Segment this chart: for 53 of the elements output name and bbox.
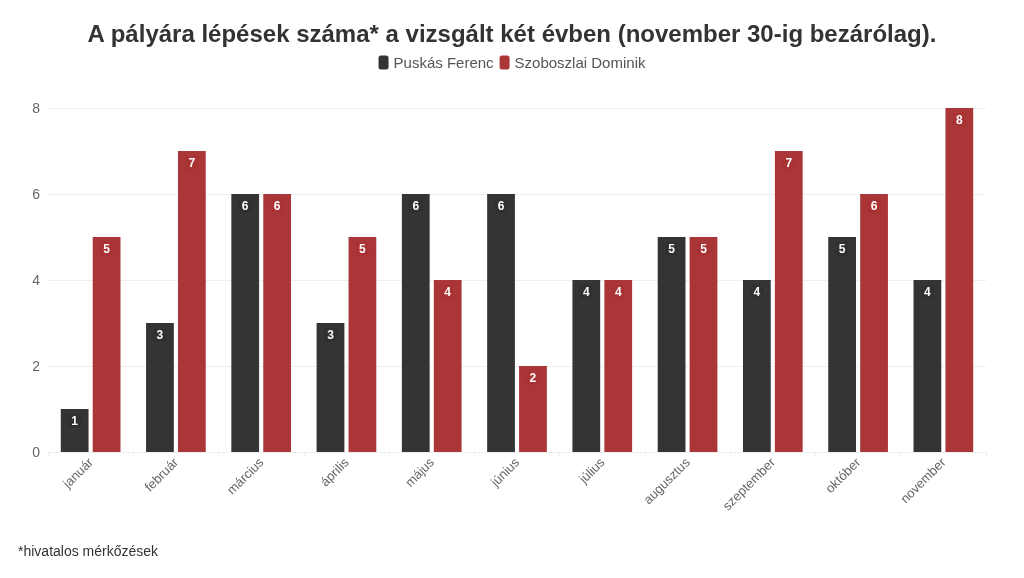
bar [519, 366, 547, 452]
y-tick-label: 2 [32, 358, 41, 374]
bar [60, 409, 89, 452]
data-label: 5 [103, 242, 111, 256]
data-label: 5 [359, 242, 367, 256]
data-label: 1 [71, 414, 79, 428]
data-label: 4 [614, 285, 622, 299]
text: *hivatalos mérkőzések [18, 543, 160, 559]
y-tick-label: 4 [32, 272, 41, 288]
data-label: 4 [753, 285, 761, 299]
y-tick-label: 6 [32, 186, 41, 202]
legend-label: Puskás Ferenc [393, 54, 495, 71]
y-tick-label: 8 [32, 100, 41, 116]
bar [146, 323, 174, 452]
bar [689, 237, 718, 452]
data-label: 7 [785, 156, 793, 170]
bar [742, 280, 771, 452]
bar [92, 237, 121, 452]
legend-label: Szoboszlai Dominik [514, 54, 646, 71]
data-label: 5 [668, 242, 676, 256]
data-label: 5 [700, 242, 708, 256]
bar [657, 237, 686, 452]
data-label: 3 [156, 328, 164, 342]
bar [433, 280, 462, 452]
data-label: 4 [924, 285, 932, 299]
bar [604, 280, 633, 452]
bar [231, 194, 260, 452]
data-label: 3 [327, 328, 335, 342]
data-label: 6 [412, 199, 420, 213]
data-label: 2 [529, 371, 537, 385]
data-label: 4 [444, 285, 452, 299]
bar [945, 108, 974, 452]
y-tick-label: 0 [32, 444, 41, 460]
bar [316, 323, 345, 452]
data-label: 6 [241, 199, 249, 213]
data-label: 5 [838, 242, 846, 256]
bar [487, 194, 515, 452]
bar [263, 194, 292, 452]
data-label: 7 [188, 156, 196, 170]
bar [572, 280, 601, 452]
bar [774, 151, 803, 452]
data-label: 4 [582, 285, 590, 299]
data-label: 6 [273, 199, 281, 213]
bar [828, 237, 857, 452]
data-label: 8 [955, 113, 963, 127]
bar [860, 194, 888, 452]
data-label: 6 [870, 199, 878, 213]
bar [913, 280, 942, 452]
bar [348, 237, 377, 452]
chart-title: A pályára lépések száma* a vizsgált két évben (november 30-ig bezárólag). [87, 19, 937, 47]
bar [401, 194, 430, 452]
bar [177, 151, 206, 452]
data-label: 6 [497, 199, 505, 213]
